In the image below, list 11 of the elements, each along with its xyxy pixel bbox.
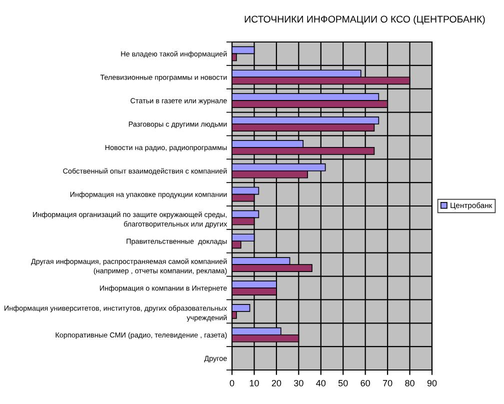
x-tick-label: 90	[427, 380, 437, 386]
x-tick-label: 20	[272, 380, 282, 386]
x-tick-label: 80	[405, 380, 414, 386]
x-tick-label: 0	[230, 380, 234, 386]
x-tick-label: 40	[316, 380, 326, 386]
x-tick-label: 10	[250, 380, 259, 386]
x-tick-label: 60	[360, 380, 370, 386]
x-tick-label: 30	[294, 380, 304, 386]
chart-title: ИСТОЧНИКИ ИНФОРМАЦИИ О КСО (ЦЕНТРОБАНК)	[244, 15, 485, 25]
x-tick-label: 50	[338, 380, 348, 386]
x-tick-label: 70	[383, 380, 392, 386]
